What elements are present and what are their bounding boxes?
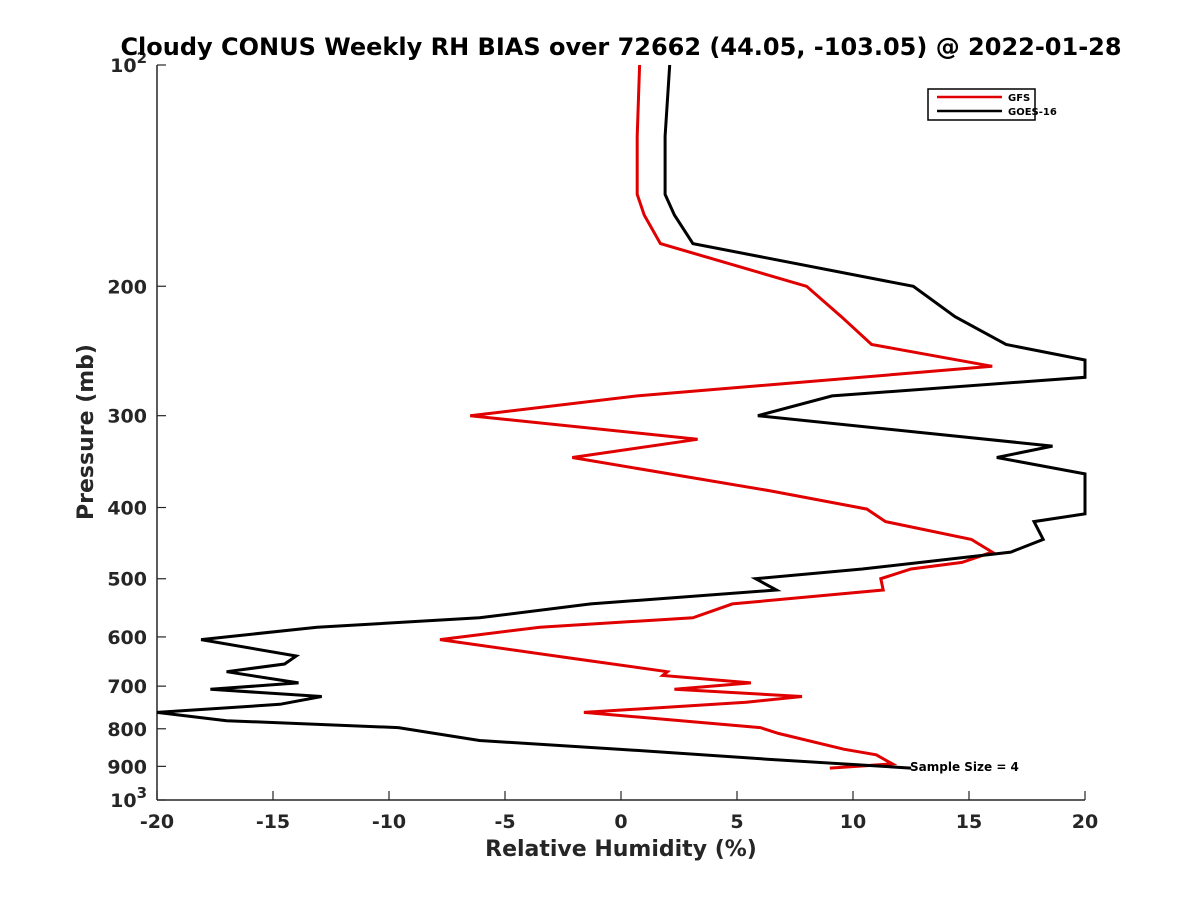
y-tick-label: 500 xyxy=(107,569,147,591)
y-tick-label: 900 xyxy=(107,756,147,778)
y-tick-label: 700 xyxy=(107,676,147,698)
x-axis-label: Relative Humidity (%) xyxy=(485,837,757,862)
legend: GFS GOES-16 xyxy=(927,88,1057,121)
series-line-goes-16 xyxy=(156,64,1087,770)
y-tick-label: 103 xyxy=(110,784,147,812)
legend-label-gfs: GFS xyxy=(1008,93,1030,104)
legend-box xyxy=(927,88,1036,121)
x-tick-label: 5 xyxy=(730,811,743,833)
x-tick-label: -20 xyxy=(140,811,174,833)
y-tick-label: 800 xyxy=(107,719,147,741)
ticks-layer: -20 -15 -10 -5 0 5 10 15 20 102 200 300 400 500 600 700… xyxy=(107,49,1098,833)
x-tick-label: 10 xyxy=(840,811,866,833)
legend-label-goes-16: GOES-16 xyxy=(1008,107,1057,118)
series-line-gfs xyxy=(439,64,996,770)
y-axis-label: Pressure (mb) xyxy=(74,344,99,520)
x-tick-label: 0 xyxy=(614,811,627,833)
x-tick-label: 20 xyxy=(1072,811,1098,833)
y-tick-label: 200 xyxy=(107,276,147,298)
x-tick-label: -10 xyxy=(372,811,406,833)
x-tick-label: 15 xyxy=(956,811,982,833)
sample-size-annotation: Sample Size = 4 xyxy=(910,760,1019,774)
x-tick-label: -5 xyxy=(494,811,515,833)
y-tick-label: 400 xyxy=(107,498,147,520)
y-tick-label: 102 xyxy=(110,49,147,77)
y-tick-label: 600 xyxy=(107,627,147,649)
chart-title: Cloudy CONUS Weekly RH BIAS over 72662 (… xyxy=(120,33,1121,61)
y-tick-label: 300 xyxy=(107,406,147,428)
x-tick-label: -15 xyxy=(256,811,290,833)
series-layer xyxy=(156,64,1087,770)
